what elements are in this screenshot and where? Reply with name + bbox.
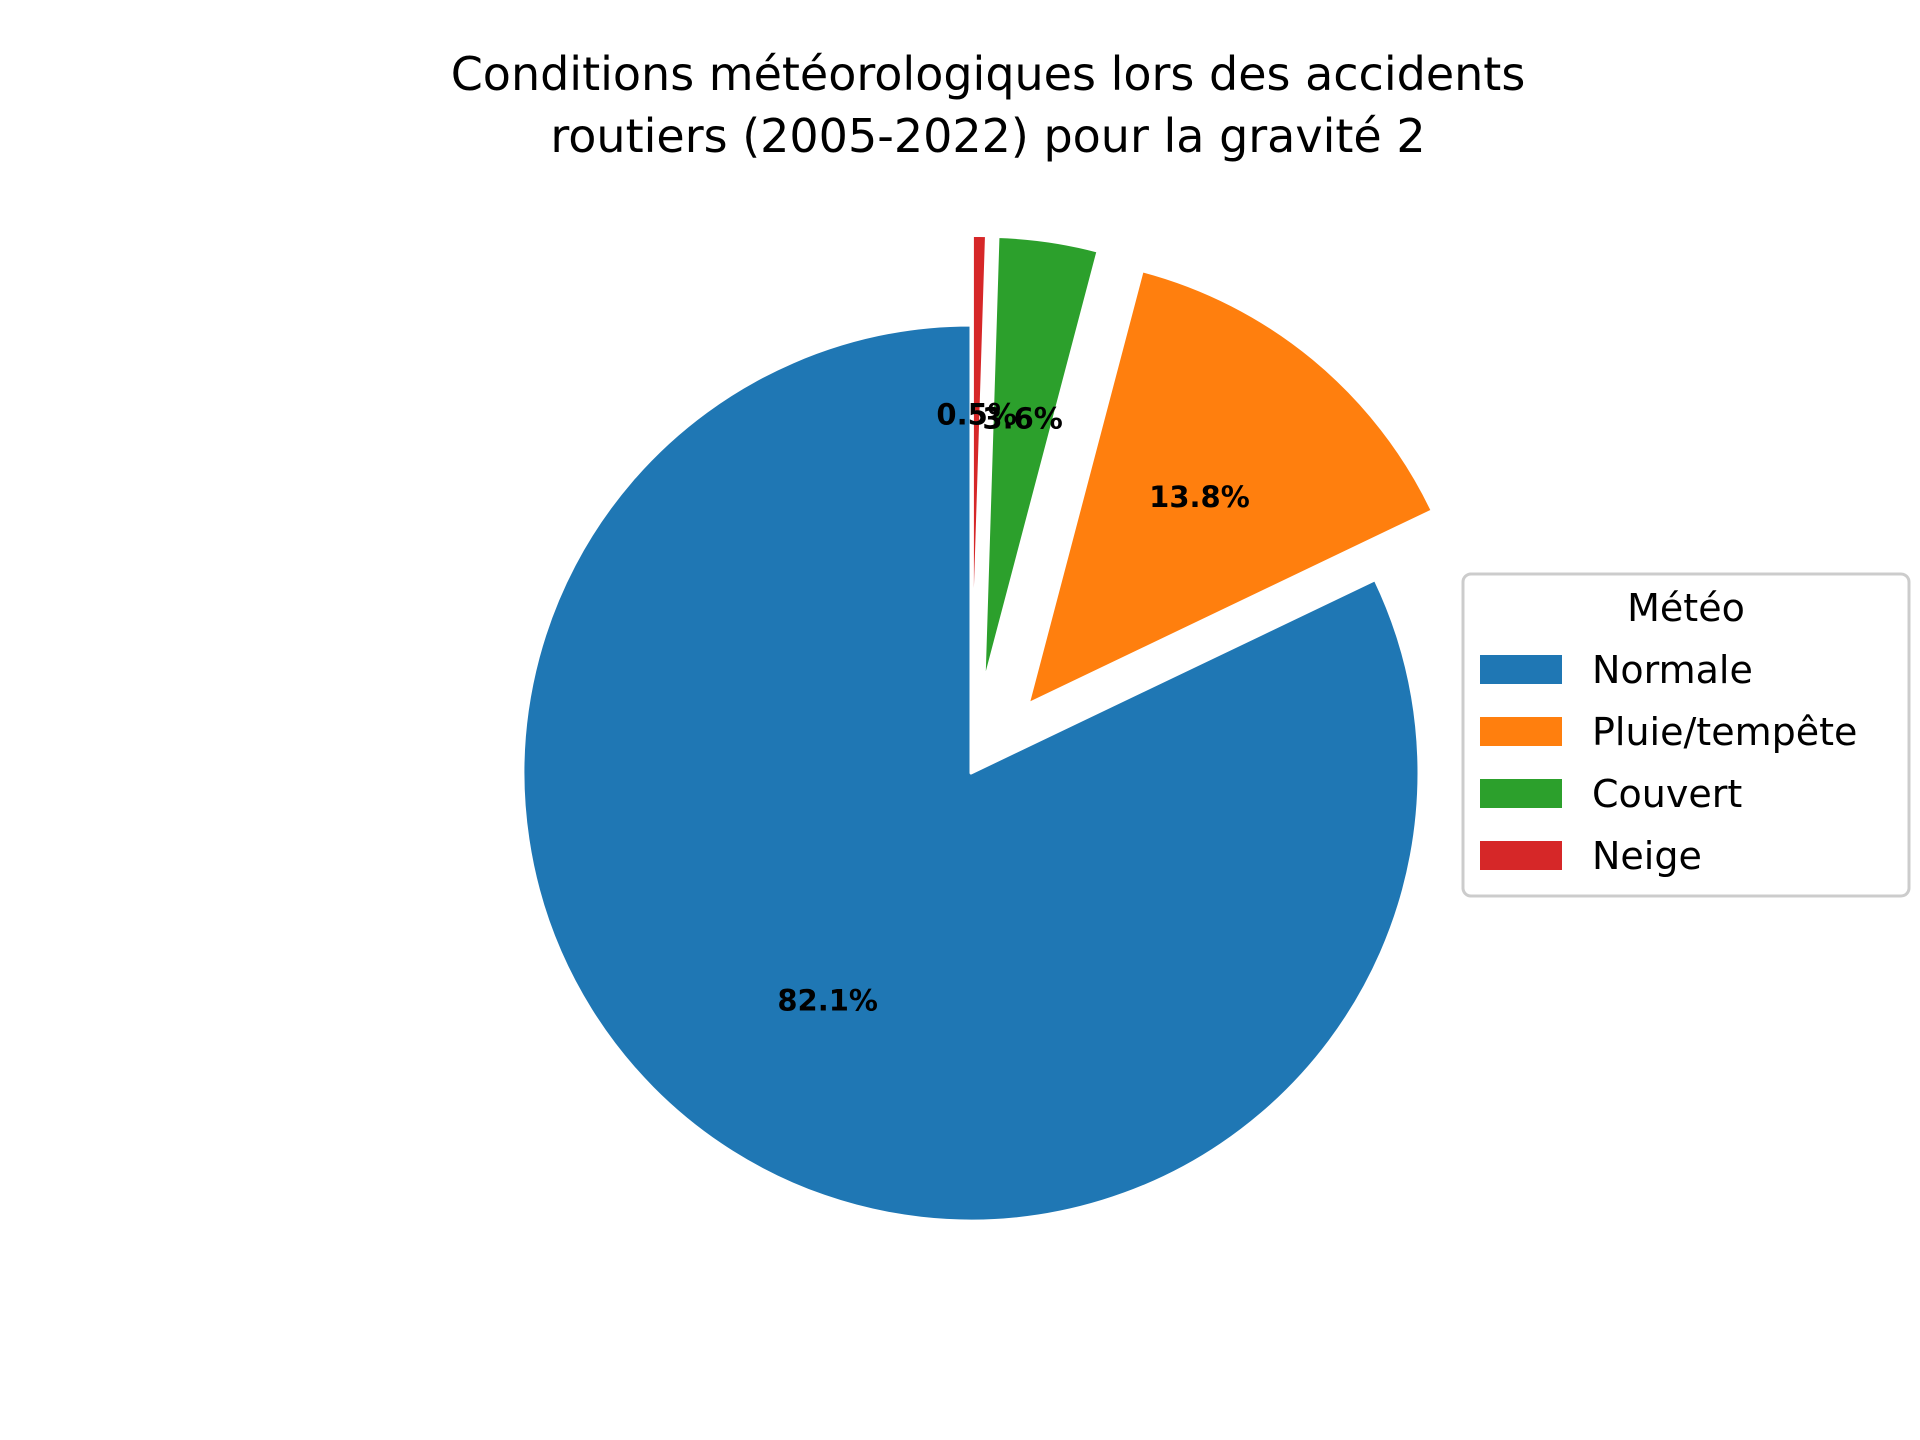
pie-slices — [521, 233, 1434, 1223]
legend: Météo Normale Pluie/tempête Couvert Neige — [1461, 572, 1911, 898]
legend-swatch-pluie-tempete — [1480, 717, 1562, 746]
chart-title-line-1: Conditions météorologiques lors des acci… — [451, 47, 1526, 101]
pie-label-pluie-tempete: 13.8% — [1149, 480, 1250, 514]
pie-label-couvert: 3.6% — [982, 401, 1062, 435]
legend-swatch-neige — [1480, 841, 1562, 870]
pie-label-neige: 0.5% — [936, 398, 1016, 432]
legend-label-couvert: Couvert — [1592, 772, 1742, 816]
legend-swatch-couvert — [1480, 779, 1562, 808]
legend-title: Météo — [1627, 586, 1745, 630]
pie-slice-pluie-tempete — [1026, 269, 1434, 706]
legend-label-neige: Neige — [1592, 834, 1702, 878]
legend-frame — [1461, 572, 1911, 898]
pie-slice-normale — [521, 323, 1421, 1223]
pie-percent-labels: 82.1% 13.8% 3.6%0.5% — [777, 398, 1249, 1018]
legend-label-pluie-tempete: Pluie/tempête — [1592, 710, 1857, 754]
legend-swatch-normale — [1480, 655, 1562, 684]
pie-slice-neige — [970, 233, 988, 685]
legend-items: Normale Pluie/tempête Couvert Neige — [1480, 648, 1857, 878]
chart-title-line-2: routiers (2005-2022) pour la gravité 2 — [550, 109, 1425, 163]
legend-label-normale: Normale — [1592, 648, 1753, 692]
pie-slice-couvert — [982, 235, 1100, 686]
pie-label-normale: 82.1% — [777, 983, 878, 1017]
